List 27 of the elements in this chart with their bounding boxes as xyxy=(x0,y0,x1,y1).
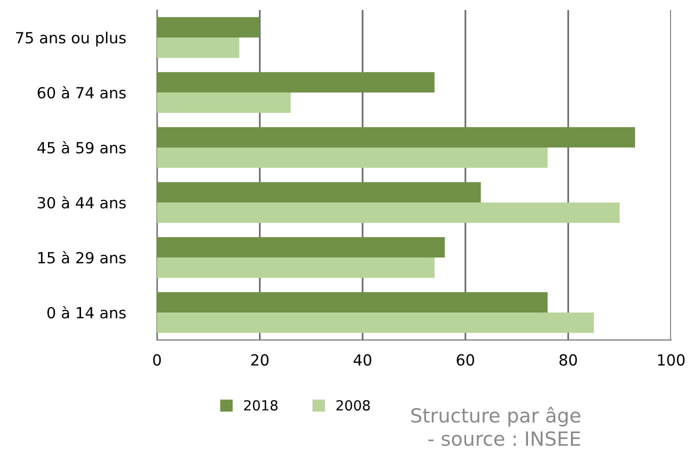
bar xyxy=(157,148,548,168)
bar xyxy=(157,202,620,223)
legend-label: 2018 xyxy=(244,400,278,411)
bar xyxy=(157,72,435,92)
y-tick-label: 15 à 29 ans xyxy=(38,251,126,264)
bar xyxy=(157,38,240,58)
bar xyxy=(157,182,481,202)
bar xyxy=(157,312,594,333)
bar xyxy=(157,17,260,38)
y-tick-label: 75 ans ou plus xyxy=(16,32,126,46)
bar xyxy=(157,92,291,113)
y-tick-label: 0 à 14 ans xyxy=(47,306,126,319)
x-tick-label: 20 xyxy=(251,354,269,366)
text: Structure par âge - source : INSEE xyxy=(411,406,580,446)
bar xyxy=(157,258,435,278)
x-tick-label: 100 xyxy=(658,354,685,366)
bar xyxy=(157,127,636,148)
x-tick-label: 0 xyxy=(153,354,161,366)
y-tick-label: 60 à 74 ans xyxy=(38,86,126,99)
bar xyxy=(157,292,548,312)
bar xyxy=(157,237,445,258)
y-tick-label: 45 à 59 ans xyxy=(37,141,126,154)
y-tick-label: 30 à 44 ans xyxy=(38,196,126,209)
x-tick-label: 40 xyxy=(354,354,372,366)
x-tick-label: 80 xyxy=(560,354,577,366)
x-tick-label: 60 xyxy=(456,354,474,366)
legend-label: 2008 xyxy=(336,400,370,411)
